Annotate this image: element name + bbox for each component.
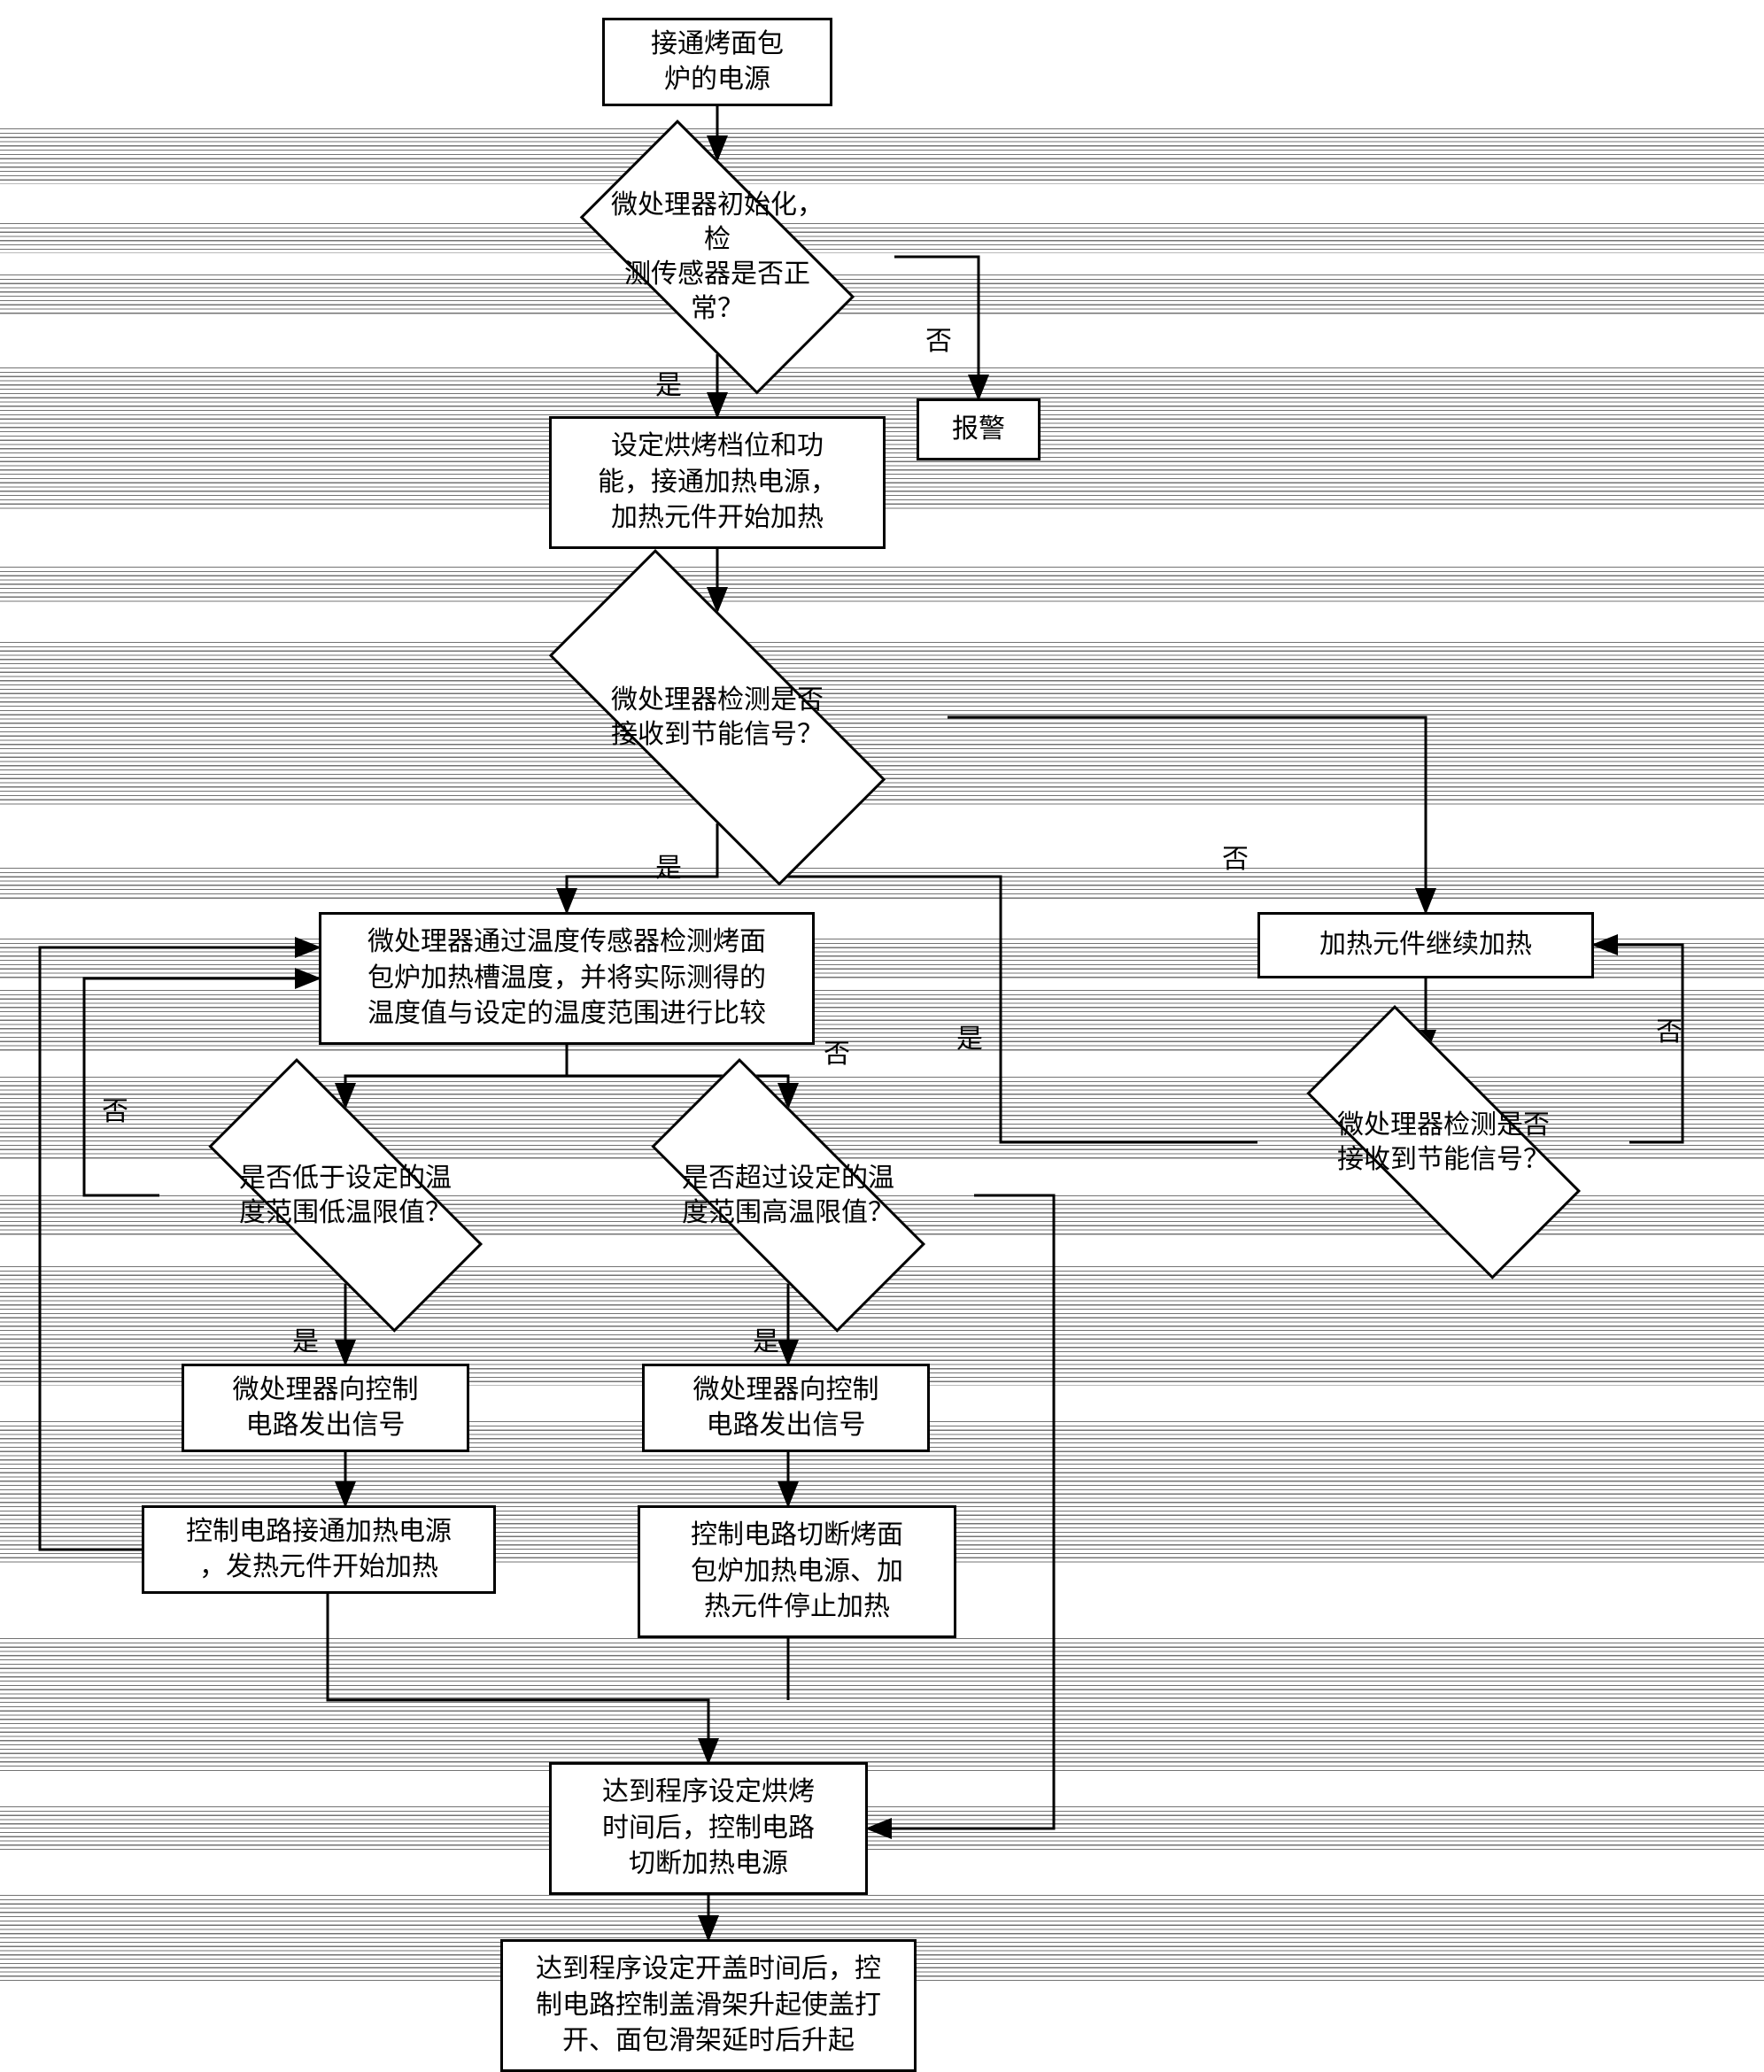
node-text: 控制电路切断烤面 包炉加热电源、加 热元件停止加热 [691,1518,903,1626]
node-d_low: 是否低于设定的温 度范围低温限值？ [159,1107,531,1284]
edge-label-l10: 是 [753,1319,779,1358]
node-text: 接通烤面包 炉的电源 [651,27,784,98]
edge-label-l7: 否 [102,1089,128,1128]
edge-label-l8: 否 [824,1032,850,1071]
node-text: 是否超过设定的温 度范围高温限值？ [682,1161,894,1230]
node-text: 微处理器初始化，检 测传感器是否正常？ [604,188,831,326]
node-text: 报警 [952,412,1005,448]
node-text: 微处理器检测是否 接收到节能信号？ [1337,1108,1550,1177]
node-n_alarm: 报警 [917,398,1041,460]
edge-label-l2: 否 [925,319,952,358]
node-n_low_act: 控制电路接通加热电源 ，发热元件开始加热 [142,1505,496,1594]
node-n_low_sig: 微处理器向控制 电路发出信号 [182,1364,469,1452]
node-text: 微处理器检测是否 接收到节能信号？ [611,683,824,752]
node-text: 控制电路接通加热电源 ，发热元件开始加热 [186,1514,452,1586]
node-n_end: 达到程序设定开盖时间后，控 制电路控制盖滑架升起使盖打 开、面包滑架延时后升起 [500,1939,917,2072]
edge-label-l9: 是 [292,1319,319,1358]
hatch-band [0,1638,1764,1771]
node-d3: 微处理器检测是否 接收到节能信号？ [1257,1054,1629,1231]
node-d_high: 是否超过设定的温 度范围高温限值？ [602,1107,974,1284]
hatch-band [0,868,1764,900]
node-text: 是否低于设定的温 度范围低温限值？ [239,1161,452,1230]
hatch-band [0,567,1764,602]
node-n_time: 达到程序设定烘烤 时间后，控制电路 切断加热电源 [549,1762,868,1895]
node-n3: 微处理器通过温度传感器检测烤面 包炉加热槽温度，并将实际测得的 温度值与设定的温… [319,912,815,1045]
edge-label-l4: 否 [1222,837,1249,876]
node-text: 微处理器向控制 电路发出信号 [233,1372,419,1444]
node-n_high_act: 控制电路切断烤面 包炉加热电源、加 热元件停止加热 [638,1505,956,1638]
hatch-band [0,1806,1764,1851]
node-text: 加热元件继续加热 [1319,927,1532,963]
node-d2: 微处理器检测是否 接收到节能信号？ [487,611,948,823]
edge-label-l1: 是 [655,363,682,402]
edge-label-l3: 是 [655,846,682,885]
node-n1: 接通烤面包 炉的电源 [602,18,832,106]
node-d1: 微处理器初始化，检 测传感器是否正常？ [540,159,894,354]
edge-label-l6: 否 [1656,1009,1683,1048]
node-text: 达到程序设定烘烤 时间后，控制电路 切断加热电源 [602,1774,815,1883]
node-n2: 设定烘烤档位和功 能，接通加热电源， 加热元件开始加热 [549,416,886,549]
node-text: 达到程序设定开盖时间后，控 制电路控制盖滑架升起使盖打 开、面包滑架延时后升起 [536,1952,881,2060]
edge-label-l5: 是 [956,1017,983,1055]
node-n_heat: 加热元件继续加热 [1257,912,1594,978]
node-text: 微处理器通过温度传感器检测烤面 包炉加热槽温度，并将实际测得的 温度值与设定的温… [368,924,766,1032]
node-text: 设定烘烤档位和功 能，接通加热电源， 加热元件开始加热 [598,429,837,537]
node-n_high_sig: 微处理器向控制 电路发出信号 [642,1364,930,1452]
node-text: 微处理器向控制 电路发出信号 [693,1372,879,1444]
hatch-band [0,990,1764,1054]
